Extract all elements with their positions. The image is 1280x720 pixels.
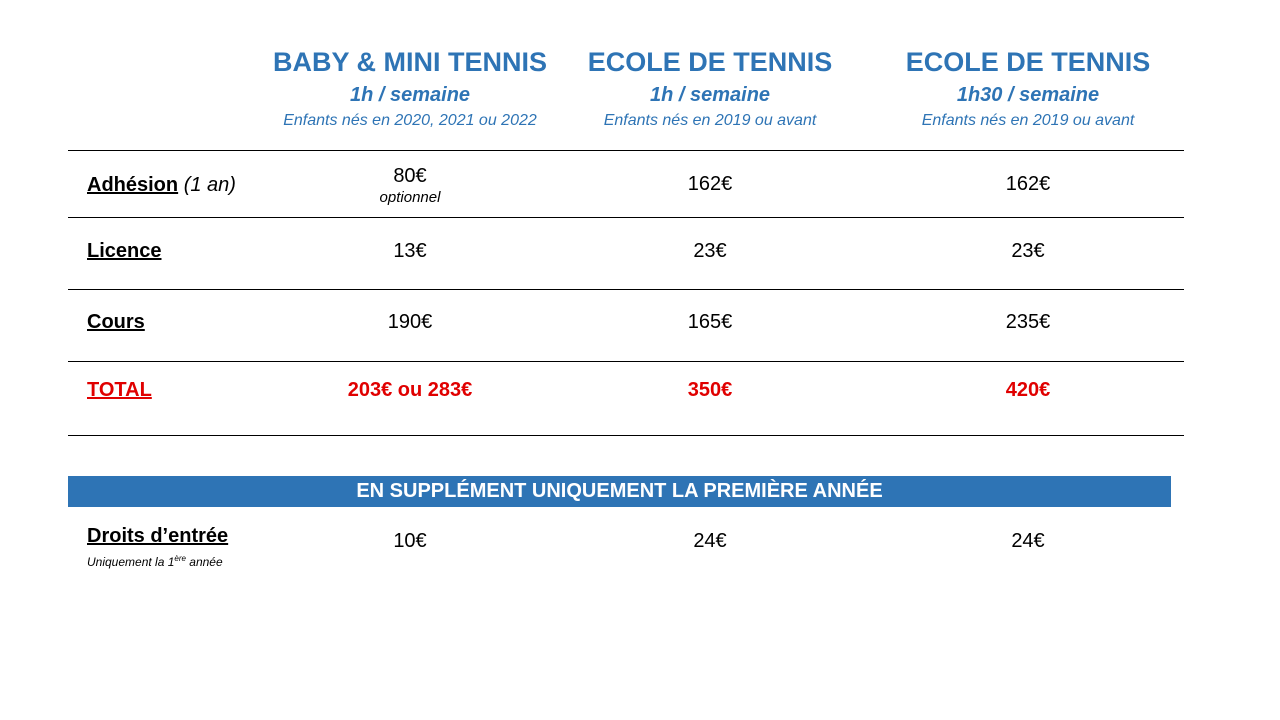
row-divider <box>68 289 1184 290</box>
column-header-baby-mini-tennis: BABY & MINI TENNIS 1h / semaine Enfants … <box>250 44 570 132</box>
row-divider <box>68 217 1184 218</box>
row-divider <box>68 361 1184 362</box>
total-label: TOTAL <box>87 379 152 401</box>
column-eligibility: Enfants nés en 2019 ou avant <box>921 112 1135 129</box>
adhesion-value: 162€ <box>687 173 733 195</box>
licence-label: Licence <box>87 240 162 262</box>
column-frequency: 1h / semaine <box>649 84 771 106</box>
column-title: ECOLE DE TENNIS <box>587 47 833 77</box>
row-label-licence: Licence <box>87 239 161 263</box>
adhesion-qualifier: (1 an) <box>183 174 236 196</box>
licence-value: 23€ <box>693 240 727 262</box>
row-label-total: TOTAL <box>87 378 152 402</box>
droits-entree-note: Uniquement la 1ère année <box>87 551 223 570</box>
column-frequency: 1h30 / semaine <box>956 84 1100 106</box>
cours-label: Cours <box>87 311 145 333</box>
column-title: ECOLE DE TENNIS <box>905 47 1151 77</box>
row-label-cours: Cours <box>87 310 145 334</box>
droits-entree-label: Droits d’entrée <box>87 525 229 547</box>
droits-entree-value: 24€ <box>693 530 727 552</box>
total-value: 203€ ou 283€ <box>347 379 473 401</box>
column-header-ecole-1h30: ECOLE DE TENNIS 1h30 / semaine Enfants n… <box>868 44 1188 132</box>
note-suffix: année <box>185 555 223 569</box>
licence-value: 13€ <box>393 240 427 262</box>
droits-entree-value: 10€ <box>393 530 427 552</box>
adhesion-cell-baby: 80€ optionnel <box>290 164 530 208</box>
row-divider <box>68 435 1184 436</box>
row-label-droits-entree: Droits d’entrée <box>87 524 228 548</box>
row-divider <box>68 150 1184 151</box>
adhesion-value: 80€ <box>393 165 427 187</box>
column-frequency: 1h / semaine <box>349 84 471 106</box>
adhesion-label: Adhésion <box>87 174 179 196</box>
column-eligibility: Enfants nés en 2020, 2021 ou 2022 <box>283 112 537 129</box>
row-label-adhesion: Adhésion (1 an) <box>87 173 236 197</box>
droits-entree-value: 24€ <box>1011 530 1045 552</box>
adhesion-value: 162€ <box>1005 173 1051 195</box>
cours-value: 235€ <box>1005 311 1051 333</box>
licence-value: 23€ <box>1011 240 1045 262</box>
cours-value: 190€ <box>387 311 433 333</box>
note-prefix: Uniquement la 1 <box>87 555 175 569</box>
adhesion-optional-note: optionnel <box>379 189 441 206</box>
total-value: 350€ <box>687 379 733 401</box>
supplement-banner: EN SUPPLÉMENT UNIQUEMENT LA PREMIÈRE ANN… <box>68 476 1171 507</box>
cours-value: 165€ <box>687 311 733 333</box>
column-header-ecole-1h: ECOLE DE TENNIS 1h / semaine Enfants nés… <box>550 44 870 132</box>
column-eligibility: Enfants nés en 2019 ou avant <box>603 112 817 129</box>
total-value: 420€ <box>1005 379 1051 401</box>
column-title: BABY & MINI TENNIS <box>272 47 548 77</box>
note-superscript: ère <box>174 554 186 563</box>
